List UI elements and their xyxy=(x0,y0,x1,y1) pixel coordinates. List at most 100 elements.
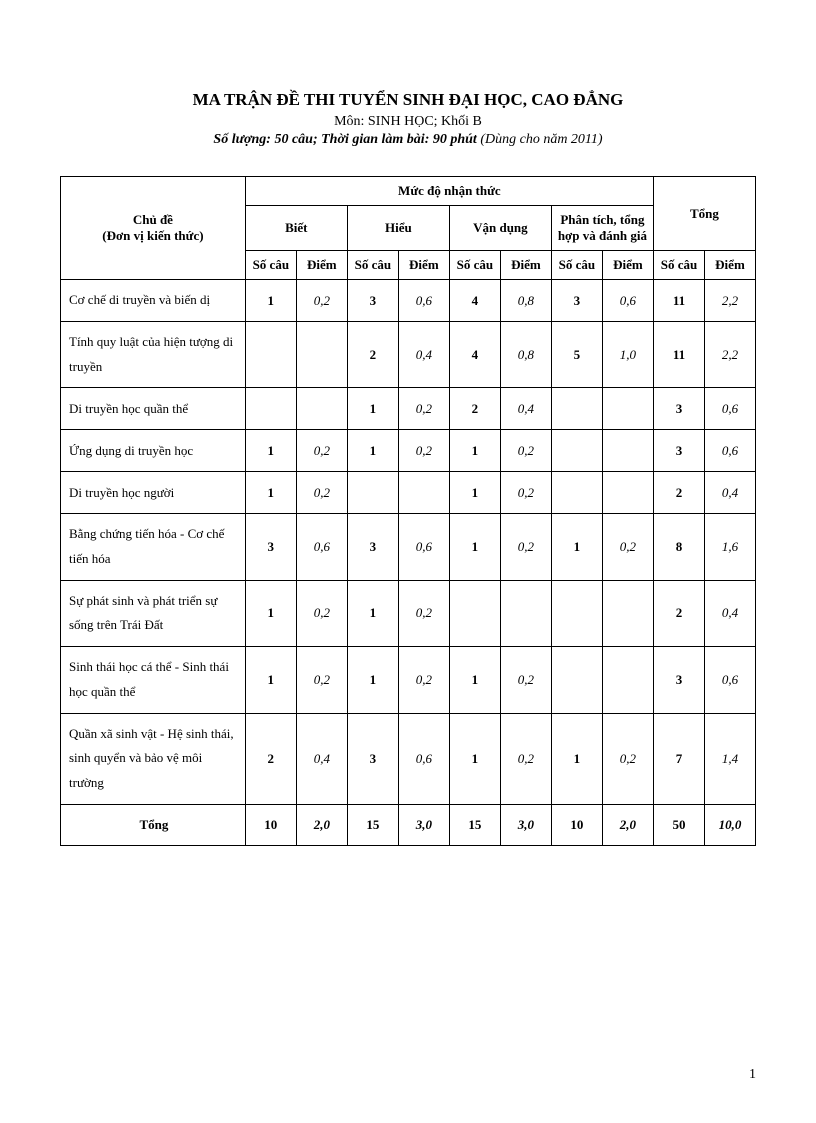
total-count-cell: 15 xyxy=(347,804,398,846)
score-cell: 1,4 xyxy=(704,713,755,804)
count-cell: 2 xyxy=(449,388,500,430)
matrix-table: Chủ đề (Đơn vị kiến thức) Mức độ nhận th… xyxy=(60,176,756,846)
col-level-1: Hiểu xyxy=(347,206,449,251)
score-cell xyxy=(296,388,347,430)
score-cell: 0,6 xyxy=(704,430,755,472)
score-cell: 0,2 xyxy=(500,430,551,472)
count-cell: 3 xyxy=(653,430,704,472)
col-count-1: Số câu xyxy=(347,251,398,280)
score-cell xyxy=(602,647,653,713)
score-cell: 0,6 xyxy=(398,514,449,580)
count-cell: 1 xyxy=(245,647,296,713)
col-level-0: Biết xyxy=(245,206,347,251)
count-cell: 1 xyxy=(245,472,296,514)
table-row: Bằng chứng tiến hóa - Cơ chế tiến hóa30,… xyxy=(61,514,756,580)
count-cell xyxy=(551,430,602,472)
topic-cell: Tính quy luật của hiện tượng di truyền xyxy=(61,322,246,388)
document-meta: Số lượng: 50 câu; Thời gian làm bài: 90 … xyxy=(60,132,756,148)
count-cell xyxy=(347,472,398,514)
count-cell: 1 xyxy=(347,580,398,646)
score-cell xyxy=(602,472,653,514)
count-cell: 1 xyxy=(245,280,296,322)
count-cell: 2 xyxy=(653,472,704,514)
count-cell: 1 xyxy=(449,472,500,514)
count-cell: 4 xyxy=(449,322,500,388)
score-cell: 0,2 xyxy=(500,472,551,514)
count-cell: 1 xyxy=(449,514,500,580)
count-cell: 11 xyxy=(653,280,704,322)
count-cell: 3 xyxy=(653,647,704,713)
total-count-cell: 15 xyxy=(449,804,500,846)
total-label: Tổng xyxy=(61,804,246,846)
count-cell: 8 xyxy=(653,514,704,580)
count-cell: 4 xyxy=(449,280,500,322)
topic-cell: Bằng chứng tiến hóa - Cơ chế tiến hóa xyxy=(61,514,246,580)
count-cell: 1 xyxy=(347,647,398,713)
score-cell xyxy=(602,430,653,472)
score-cell: 0,2 xyxy=(296,647,347,713)
count-cell: 1 xyxy=(245,580,296,646)
score-cell: 0,6 xyxy=(704,647,755,713)
document-subtitle: Môn: SINH HỌC; Khối B xyxy=(60,114,756,130)
table-row: Tính quy luật của hiện tượng di truyền 2 0… xyxy=(61,322,756,388)
count-cell: 3 xyxy=(347,713,398,804)
topic-cell: Cơ chế di truyền và biến dị xyxy=(61,280,246,322)
total-count-cell: 10 xyxy=(245,804,296,846)
col-score-0: Điểm xyxy=(296,251,347,280)
score-cell: 0,8 xyxy=(500,322,551,388)
score-cell: 0,4 xyxy=(500,388,551,430)
score-cell: 0,2 xyxy=(296,280,347,322)
total-score-cell: 2,0 xyxy=(602,804,653,846)
count-cell xyxy=(245,388,296,430)
topic-cell: Sự phát sinh và phát triển sự sống trên … xyxy=(61,580,246,646)
count-cell: 2 xyxy=(347,322,398,388)
count-cell: 3 xyxy=(347,514,398,580)
score-cell: 0,2 xyxy=(602,713,653,804)
score-cell: 0,2 xyxy=(602,514,653,580)
total-row: Tổng102,0153,0153,0102,05010,0 xyxy=(61,804,756,846)
table-row: Sự phát sinh và phát triển sự sống trên … xyxy=(61,580,756,646)
col-score-2: Điểm xyxy=(500,251,551,280)
table-body: Cơ chế di truyền và biến dị10,230,640,83… xyxy=(61,280,756,846)
count-cell: 11 xyxy=(653,322,704,388)
score-cell: 2,2 xyxy=(704,280,755,322)
score-cell xyxy=(500,580,551,646)
score-cell xyxy=(602,388,653,430)
count-cell: 1 xyxy=(551,514,602,580)
count-cell: 5 xyxy=(551,322,602,388)
count-cell: 1 xyxy=(347,430,398,472)
score-cell: 0,2 xyxy=(398,388,449,430)
score-cell: 0,2 xyxy=(398,580,449,646)
col-cognition: Mức độ nhận thức xyxy=(245,177,653,206)
count-cell: 3 xyxy=(551,280,602,322)
col-topic-label: Chủ đề xyxy=(133,212,173,227)
score-cell: 0,6 xyxy=(602,280,653,322)
count-cell: 1 xyxy=(449,713,500,804)
document-header: MA TRẬN ĐỀ THI TUYỂN SINH ĐẠI HỌC, CAO Đ… xyxy=(60,90,756,148)
count-cell: 1 xyxy=(449,647,500,713)
score-cell: 0,2 xyxy=(296,472,347,514)
count-cell: 1 xyxy=(245,430,296,472)
col-count-3: Số câu xyxy=(551,251,602,280)
count-cell: 1 xyxy=(347,388,398,430)
count-cell: 3 xyxy=(653,388,704,430)
score-cell: 0,4 xyxy=(296,713,347,804)
count-cell: 1 xyxy=(551,713,602,804)
total-score-cell: 3,0 xyxy=(500,804,551,846)
score-cell: 0,4 xyxy=(704,580,755,646)
table-header: Chủ đề (Đơn vị kiến thức) Mức độ nhận th… xyxy=(61,177,756,280)
col-level-2: Vận dụng xyxy=(449,206,551,251)
total-score-cell: 3,0 xyxy=(398,804,449,846)
count-cell: 3 xyxy=(245,514,296,580)
score-cell: 0,6 xyxy=(398,713,449,804)
col-level-3: Phân tích, tổng hợp và đánh giá xyxy=(551,206,653,251)
score-cell xyxy=(602,580,653,646)
score-cell: 0,2 xyxy=(398,430,449,472)
total-count-cell: 50 xyxy=(653,804,704,846)
col-total: Tổng xyxy=(653,177,755,251)
table-row: Quần xã sinh vật - Hệ sinh thái, sinh qu… xyxy=(61,713,756,804)
col-count-0: Số câu xyxy=(245,251,296,280)
count-cell: 2 xyxy=(245,713,296,804)
score-cell xyxy=(296,322,347,388)
score-cell: 1,6 xyxy=(704,514,755,580)
